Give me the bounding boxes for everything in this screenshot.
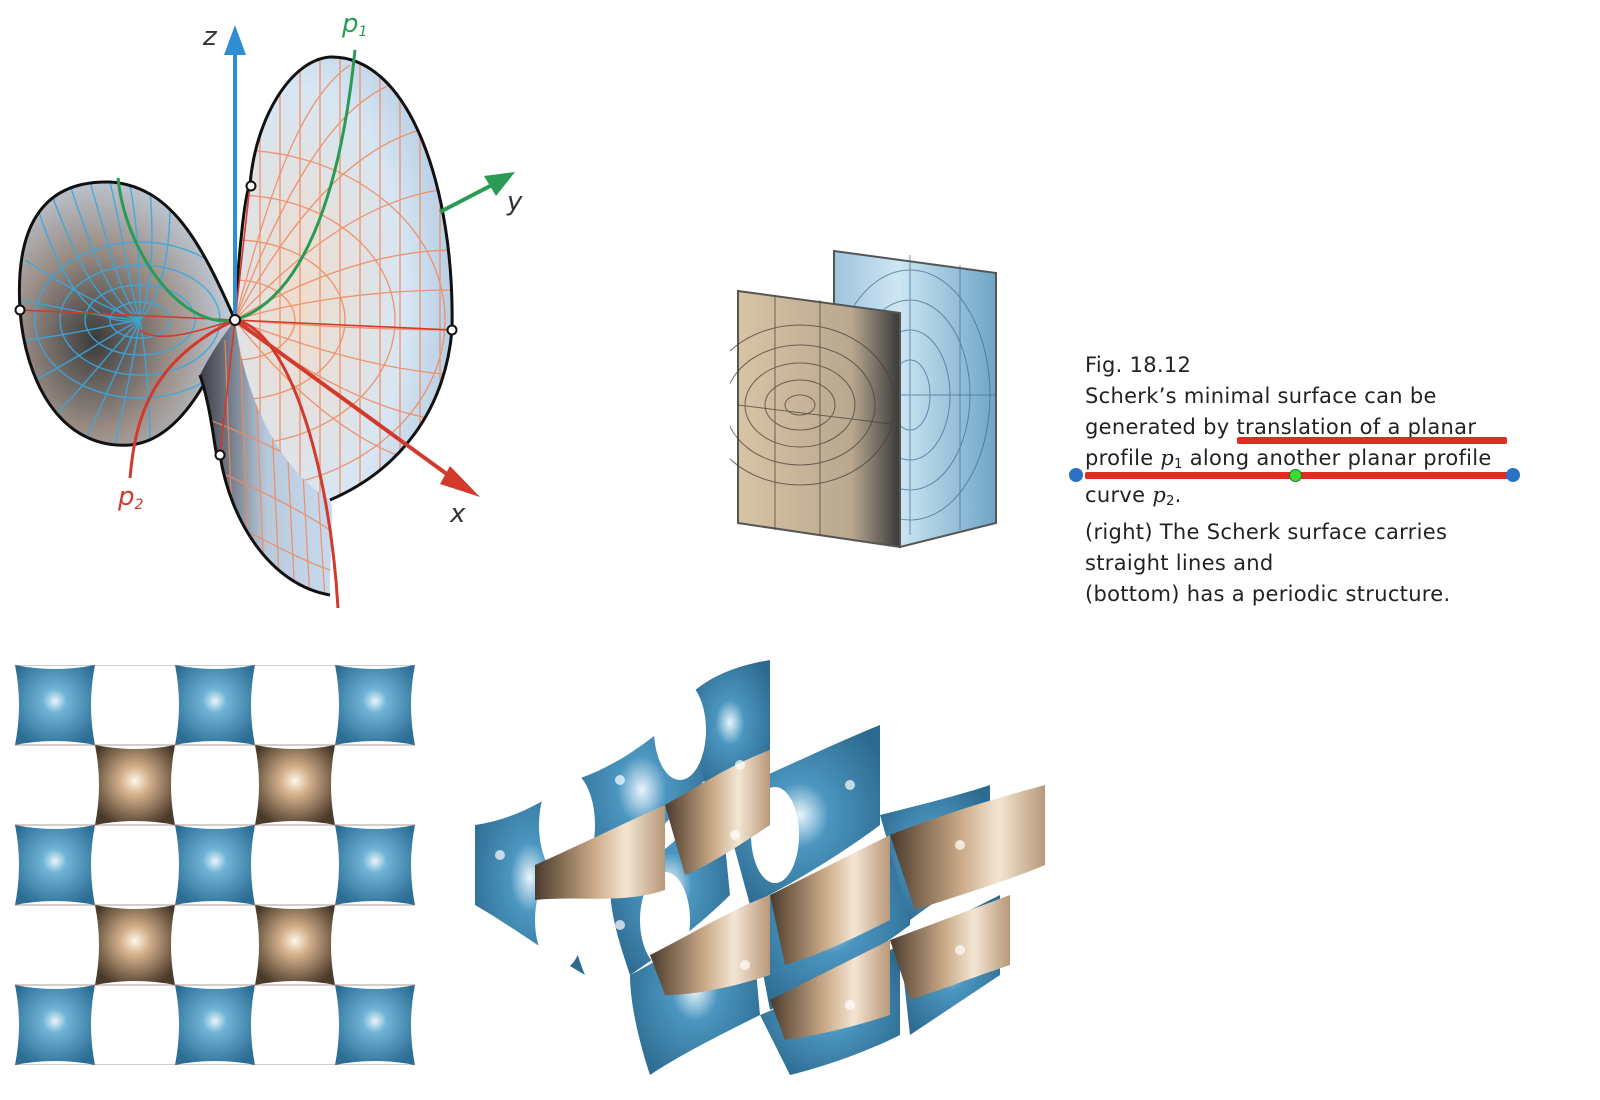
profile-curve-p2 — [128, 318, 340, 609]
selection-start-handle[interactable] — [1069, 468, 1083, 482]
figure-caption: Fig. 18.12 Scherk’s minimal surface can … — [1085, 350, 1565, 610]
p2-label: p2 — [117, 482, 144, 513]
caption-line: generated by translation of a planar — [1085, 415, 1477, 439]
scherk-periodic-checkerboard — [15, 665, 415, 1065]
caption-line: (bottom) has a periodic structure. — [1085, 582, 1451, 606]
caption-line: straight lines and — [1085, 551, 1274, 575]
y-axis — [439, 172, 515, 214]
selection-end-handle[interactable] — [1506, 468, 1520, 482]
x-axis — [233, 318, 480, 497]
tan-panel — [730, 289, 901, 549]
caption-line: curve p2. — [1085, 483, 1182, 509]
lattice-highlights — [495, 760, 965, 1010]
right-lobe — [233, 55, 454, 502]
selection-midpoint-handle[interactable] — [1289, 469, 1302, 482]
z-axis — [224, 25, 246, 320]
caption-figure-number: Fig. 18.12 — [1085, 353, 1192, 377]
z-axis-label: z — [202, 22, 218, 52]
caption-line: (right) The Scherk surface carries — [1085, 520, 1448, 544]
text-selection-highlight-top[interactable] — [1237, 437, 1507, 444]
x-axis-label: x — [449, 499, 466, 529]
caption-line: Scherk’s minimal surface can be — [1085, 384, 1437, 408]
marker-points — [14, 180, 458, 461]
y-axis-label: y — [506, 187, 523, 217]
caption-line: profile p1 along another planar profile — [1085, 446, 1492, 472]
scherk-periodic-lattice — [475, 660, 1045, 1075]
scherk-straight-lines-figure — [730, 249, 997, 549]
lattice-tan-sheets — [535, 750, 1045, 1040]
radial-lines — [19, 184, 453, 456]
p1-label: p1 — [341, 9, 367, 40]
scherk-surface-3d-figure: z y x p1 p2 — [14, 9, 523, 609]
